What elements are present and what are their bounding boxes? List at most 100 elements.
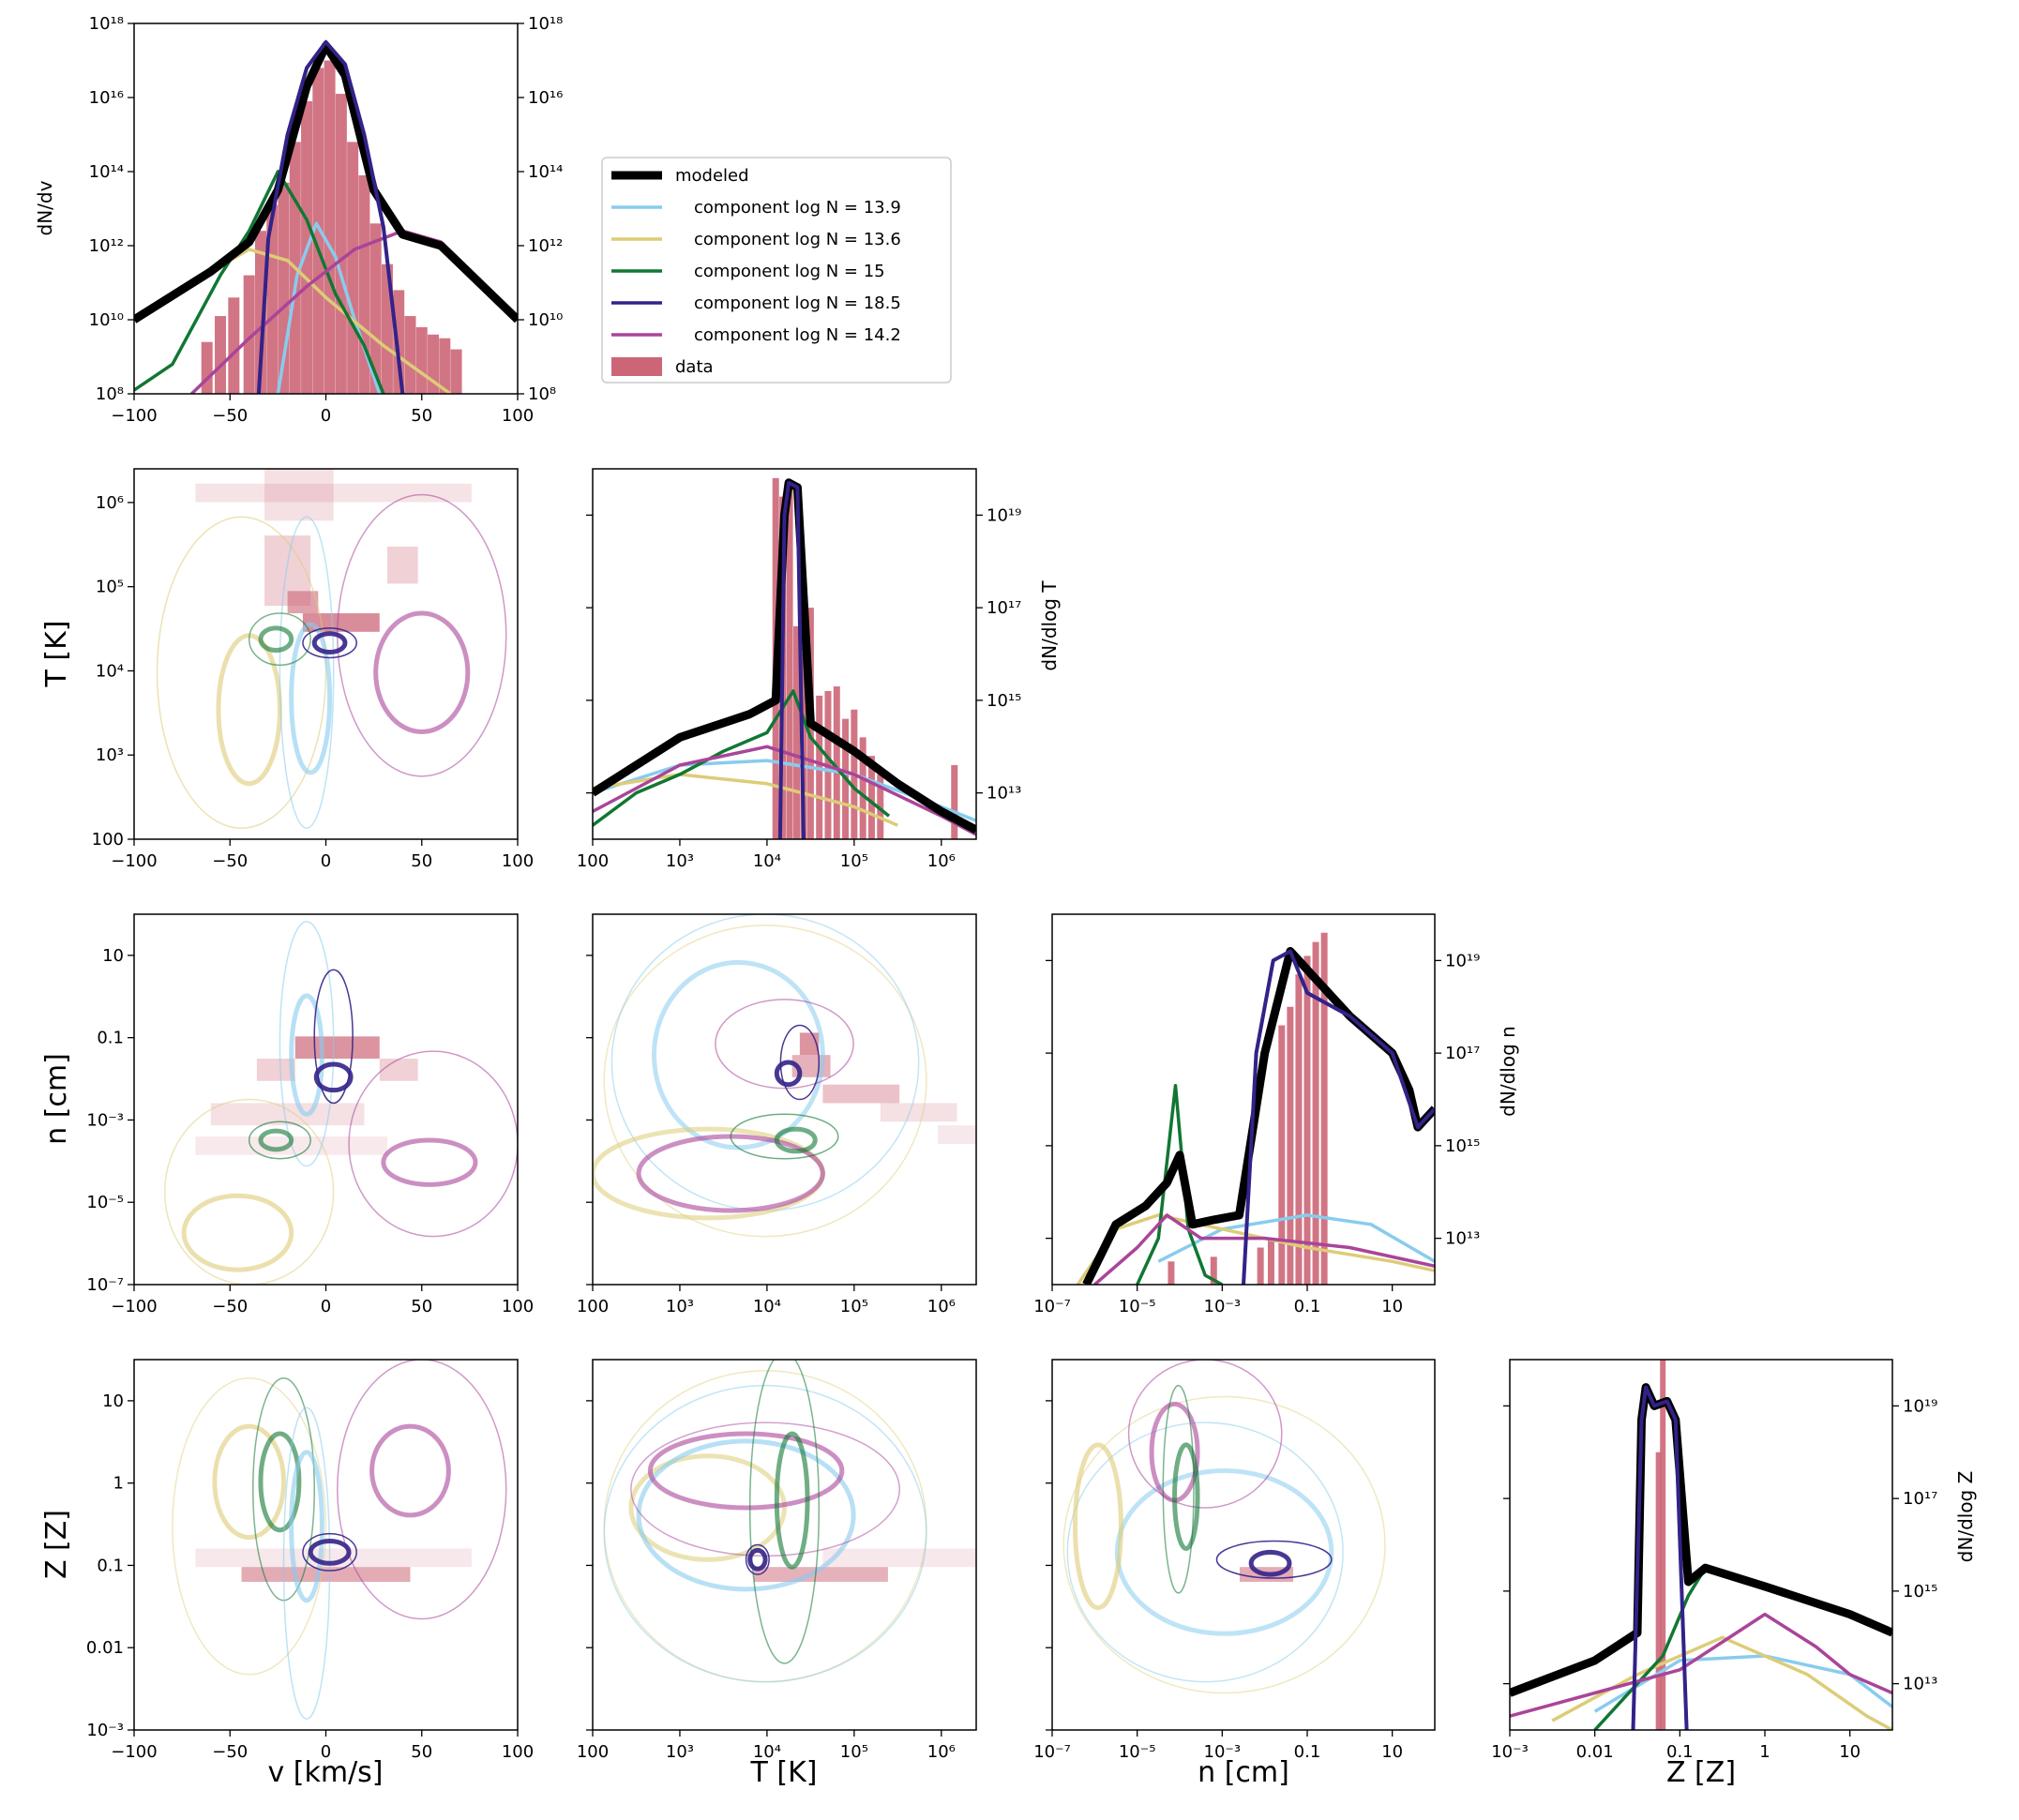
data-bar (1320, 932, 1328, 1285)
x-tick-label: 100 (502, 1742, 534, 1762)
y-tick-label-right: 10¹⁷ (1445, 1044, 1480, 1063)
data-heatmap-cell (753, 1567, 888, 1582)
contour-c1 (289, 993, 324, 1117)
x-tick-label: 10⁻⁵ (1119, 1297, 1156, 1316)
contour-c1 (610, 914, 920, 1211)
data-bar (439, 338, 451, 394)
x-tick-label: 0 (321, 1742, 331, 1762)
x-tick-label: 10⁻⁷ (1033, 1297, 1071, 1316)
x-tick-label: 10⁻³ (1204, 1742, 1242, 1762)
x-tick-label: 10³ (666, 851, 694, 871)
y-tick-label-right: 10¹⁹ (987, 505, 1021, 525)
component-line-4-top (1242, 949, 1435, 1285)
data-heatmap-cell (195, 483, 472, 503)
contour-c4 (311, 631, 348, 655)
contour-c5 (715, 999, 854, 1090)
legend-label-modeled: modeled (675, 166, 749, 186)
data-heatmap-cell (256, 1059, 295, 1081)
x-tick-label: −100 (111, 1742, 157, 1762)
contour-c3 (258, 1431, 302, 1533)
x-tick-label: 0.1 (1294, 1742, 1321, 1762)
contour-c2 (1062, 1395, 1386, 1694)
legend-label-c4: component log NH I = 18.5 (694, 293, 901, 313)
contour-c3 (1162, 1384, 1195, 1594)
data-heatmap-cell (210, 1103, 365, 1126)
y-tick-label: 0.01 (86, 1638, 124, 1658)
y-axis-label-n: nH [cm−3] (40, 1053, 73, 1145)
panel-2d-T-n (592, 913, 977, 1286)
contour-c4 (747, 1547, 768, 1572)
contour-c4 (308, 1539, 352, 1566)
data-heatmap-cell (195, 1548, 472, 1568)
contour-c3 (748, 1360, 821, 1664)
contour-c3 (774, 1431, 810, 1570)
x-tick-label: 50 (411, 851, 432, 871)
y-tick-label: 10⁻³ (86, 1721, 124, 1740)
legend-label-c1: component log NH I = 13.9 (694, 198, 901, 218)
x-tick-label: 1 (1759, 1742, 1770, 1762)
contour-c2 (216, 633, 282, 787)
contour-c2 (628, 1453, 788, 1562)
data-bar (404, 316, 416, 394)
contour-c1 (279, 921, 335, 1167)
x-tick-label: 10⁴ (753, 1297, 781, 1316)
y-tick-label-right: 10¹³ (1903, 1675, 1937, 1694)
contour-c5 (647, 1431, 845, 1511)
data-bar (877, 774, 884, 839)
contour-c1 (1114, 1468, 1334, 1636)
contour-c3 (258, 1128, 294, 1152)
x-tick-label: 100 (502, 851, 534, 871)
y-tick-label: 10⁶ (96, 493, 124, 513)
contour-c2 (172, 1377, 327, 1676)
x-tick-label: 10⁶ (927, 1297, 956, 1316)
y-tick-label: 10 (102, 946, 124, 966)
contour-c4 (1215, 1540, 1333, 1579)
data-bar (254, 231, 266, 394)
y-tick-label: 10¹⁸ (89, 14, 124, 34)
y-tick-label: 10³ (96, 745, 124, 765)
x-tick-label: 0.1 (1294, 1297, 1321, 1316)
contour-c3 (258, 625, 294, 654)
contour-c5 (337, 1360, 507, 1620)
x-tick-label: 10⁵ (840, 851, 868, 871)
x-tick-label: 0.1 (1666, 1742, 1694, 1762)
component-line-4-top (256, 39, 405, 394)
panel-n-hist (1051, 913, 1436, 1286)
x-tick-label: 10⁻⁵ (1119, 1742, 1156, 1762)
x-tick-label: −50 (212, 851, 248, 871)
x-tick-label: 100 (577, 1742, 609, 1762)
contour-c1 (279, 516, 335, 829)
data-bar (1210, 1256, 1217, 1285)
x-tick-label: 10 (1381, 1742, 1403, 1762)
x-tick-label: −50 (212, 406, 248, 426)
data-heatmap-cell (938, 1125, 976, 1144)
x-tick-label: 0 (321, 1297, 331, 1316)
x-tick-label: 10⁴ (753, 1742, 781, 1762)
data-bar (201, 341, 213, 394)
contour-c2 (181, 1193, 294, 1272)
x-axis-label-T: T [K] (750, 1756, 818, 1789)
y-axis-label-right: dNH I/dlog Z (1954, 1471, 1977, 1563)
data-heatmap-cell (241, 1567, 411, 1582)
component-line-5 (1093, 1213, 1435, 1285)
x-tick-label: 50 (411, 1297, 432, 1316)
data-bar (833, 686, 840, 839)
x-tick-label: 0.01 (1576, 1742, 1614, 1762)
y-axis-label-Z: Z [Z⊙] (40, 1510, 73, 1579)
panel-2d-T-Z (592, 1359, 977, 1731)
contour-c2 (212, 1423, 287, 1541)
data-bar (1655, 1451, 1662, 1730)
contour-c2 (156, 516, 327, 829)
data-bar (1303, 955, 1311, 1285)
component-line-4-top (777, 480, 806, 839)
y-axis-label-right: dNH I/dlog T (1038, 580, 1061, 671)
contour-c1 (1066, 1421, 1344, 1683)
data-bar (335, 94, 347, 394)
contour-c4 (313, 969, 354, 1105)
data-bar (1660, 1360, 1666, 1730)
modeled-line (134, 41, 518, 323)
data-bar (1168, 1261, 1175, 1285)
x-tick-label: 0 (321, 406, 331, 426)
y-tick-label: 10⁻³ (86, 1110, 124, 1130)
data-bar (450, 349, 462, 394)
